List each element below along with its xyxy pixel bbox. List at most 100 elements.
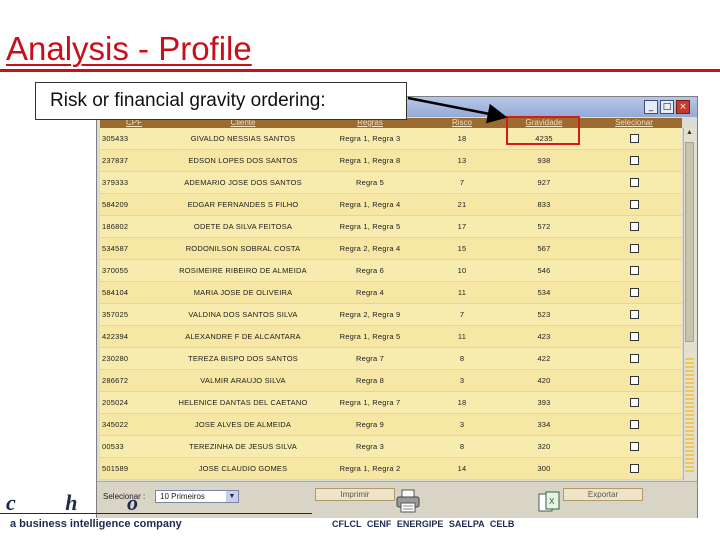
maximize-button[interactable]: □ <box>660 100 674 114</box>
cell-selecionar <box>586 392 682 413</box>
table-row[interactable]: 379333 ADEMARIO JOSE DOS SANTOS Regra 5 7 92… <box>100 172 682 194</box>
header-selecionar[interactable]: Selecionar <box>615 118 653 127</box>
table-row[interactable]: 345022 JOSE ALVES DE ALMEIDA Regra 9 3 334 <box>100 414 682 436</box>
cell-regras: Regra 7 <box>355 353 385 363</box>
cell-gravidade: 393 <box>537 397 551 407</box>
cell-regras: Regra 1, Regra 8 <box>339 155 401 165</box>
chevron-down-icon[interactable]: ▼ <box>226 491 238 502</box>
table-row[interactable]: 501589 JOSE CLAUDIO GOMES Regra 1, Regra 2… <box>100 458 682 480</box>
table-row[interactable]: 286672 VALMIR ARAUJO SILVA Regra 8 3 420 <box>100 370 682 392</box>
select-checkbox[interactable] <box>629 200 639 209</box>
select-checkbox[interactable] <box>629 156 639 165</box>
select-checkbox[interactable] <box>629 266 639 275</box>
cell-cpf: 534587 <box>102 243 129 253</box>
table-row[interactable]: 230280 TEREZA BISPO DOS SANTOS Regra 7 8 422 <box>100 348 682 370</box>
table-row[interactable]: 305433 GIVALDO NESSIAS SANTOS Regra 1, Reg… <box>100 128 682 150</box>
cell-cliente: RODONILSON SOBRAL COSTA <box>185 243 301 253</box>
cell-gravidade: 420 <box>537 375 551 385</box>
table-header: CPF Cliente Regras Risco Gravidade Selec… <box>100 118 682 128</box>
select-checkbox[interactable] <box>629 420 639 429</box>
select-checkbox[interactable] <box>629 222 639 231</box>
cell-risco: 7 <box>459 177 465 187</box>
cell-selecionar <box>586 414 682 435</box>
header-cpf[interactable]: CPF <box>126 118 142 127</box>
table-row[interactable]: 534587 RODONILSON SOBRAL COSTA Regra 2, Re… <box>100 238 682 260</box>
cell-selecionar <box>586 458 682 479</box>
table-row[interactable]: 205024 HELENICE DANTAS DEL CAETANO Regra 1… <box>100 392 682 414</box>
cell-selecionar <box>586 216 682 237</box>
cell-cpf: 230280 <box>102 353 129 363</box>
vertical-scrollbar[interactable]: ▲ <box>683 128 696 480</box>
cell-regras: Regra 1, Regra 4 <box>339 199 401 209</box>
table-row[interactable]: 357025 VALDINA DOS SANTOS SILVA Regra 2, R… <box>100 304 682 326</box>
cell-regras: Regra 5 <box>355 177 385 187</box>
cell-cpf: 379333 <box>102 177 129 187</box>
cell-gravidade: 572 <box>537 221 551 231</box>
cell-cpf: 00533 <box>102 441 124 451</box>
cell-regras: Regra 9 <box>355 419 385 429</box>
company-tagline: a business intelligence company <box>10 518 182 530</box>
results-table: CPF Cliente Regras Risco Gravidade Selec… <box>100 118 682 480</box>
client-list: CFLCL CENF ENERGIPE SAELPA CELB <box>332 519 515 529</box>
table-row[interactable]: 186802 ODETE DA SILVA FEITOSA Regra 1, Reg… <box>100 216 682 238</box>
printer-icon[interactable] <box>395 488 421 514</box>
select-checkbox[interactable] <box>629 310 639 319</box>
table-row[interactable]: 584209 EDGAR FERNANDES S FILHO Regra 1, Re… <box>100 194 682 216</box>
header-gravidade[interactable]: Gravidade <box>525 118 563 127</box>
cell-cpf: 305433 <box>102 133 129 143</box>
close-button[interactable]: × <box>676 100 690 114</box>
cell-cliente: ROSIMEIRE RIBEIRO DE ALMEIDA <box>179 265 307 275</box>
cell-gravidade: 334 <box>537 419 551 429</box>
header-risco[interactable]: Risco <box>451 118 472 127</box>
cell-risco: 7 <box>459 309 465 319</box>
cell-gravidade: 4235 <box>535 133 553 143</box>
select-checkbox[interactable] <box>629 354 639 363</box>
table-row[interactable]: 584104 MARIA JOSE DE OLIVEIRA Regra 4 11 534 <box>100 282 682 304</box>
cell-gravidade: 938 <box>537 155 551 165</box>
cell-selecionar <box>586 370 682 391</box>
table-row[interactable]: 370055 ROSIMEIRE RIBEIRO DE ALMEIDA Regra … <box>100 260 682 282</box>
cell-cliente: ADEMARIO JOSE DOS SANTOS <box>184 177 302 187</box>
select-label: Selecionar : <box>103 492 146 501</box>
select-checkbox[interactable] <box>629 464 639 473</box>
scroll-track <box>685 358 694 473</box>
cell-gravidade: 833 <box>537 199 551 209</box>
select-checkbox[interactable] <box>629 332 639 341</box>
export-button[interactable]: Exportar <box>563 488 643 501</box>
select-checkbox[interactable] <box>629 442 639 451</box>
title-underline <box>0 69 720 72</box>
cell-regras: Regra 1, Regra 7 <box>339 397 401 407</box>
table-row[interactable]: 237837 EDSON LOPES DOS SANTOS Regra 1, Reg… <box>100 150 682 172</box>
select-checkbox[interactable] <box>629 244 639 253</box>
cell-selecionar <box>586 172 682 193</box>
cell-cpf: 422394 <box>102 331 129 341</box>
cell-selecionar <box>586 238 682 259</box>
cell-risco: 10 <box>457 265 467 275</box>
selection-dropdown[interactable]: 10 Primeiros ▼ <box>155 490 239 503</box>
cell-risco: 18 <box>457 133 467 143</box>
export-icon[interactable]: X <box>537 490 561 514</box>
cell-selecionar <box>586 348 682 369</box>
cell-selecionar <box>586 282 682 303</box>
cell-selecionar <box>586 436 682 457</box>
select-checkbox[interactable] <box>629 178 639 187</box>
select-checkbox[interactable] <box>629 376 639 385</box>
table-row[interactable]: 422394 ALEXANDRE F DE ALCANTARA Regra 1, R… <box>100 326 682 348</box>
cell-cpf: 345022 <box>102 419 129 429</box>
cell-risco: 3 <box>459 375 465 385</box>
header-regras[interactable]: Regras <box>357 118 383 127</box>
cell-cliente: EDSON LOPES DOS SANTOS <box>188 155 298 165</box>
select-checkbox[interactable] <box>629 134 639 143</box>
table-row[interactable]: 00533 TEREZINHA DE JESUS SILVA Regra 3 8 320 <box>100 436 682 458</box>
print-button[interactable]: Imprimir <box>315 488 395 501</box>
scroll-thumb[interactable] <box>685 142 694 342</box>
cell-selecionar <box>586 150 682 171</box>
cell-cliente: TEREZINHA DE JESUS SILVA <box>189 441 297 451</box>
cell-regras: Regra 1, Regra 3 <box>339 133 401 143</box>
select-checkbox[interactable] <box>629 288 639 297</box>
header-cliente[interactable]: Cliente <box>230 118 256 127</box>
minimize-button[interactable]: _ <box>644 100 658 114</box>
cell-cpf: 584209 <box>102 199 129 209</box>
select-checkbox[interactable] <box>629 398 639 407</box>
scroll-up-icon[interactable]: ▲ <box>686 129 693 136</box>
